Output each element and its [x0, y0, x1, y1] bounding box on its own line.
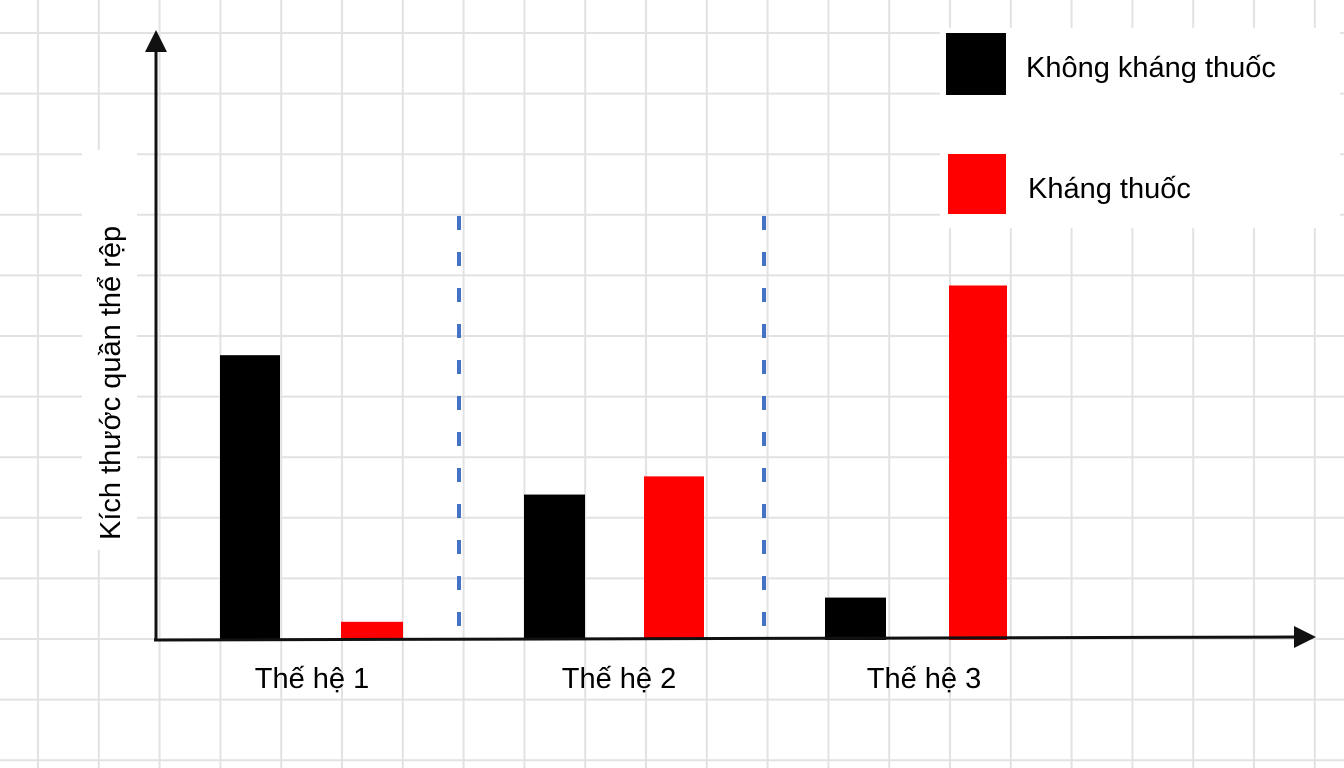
bars [220, 285, 1007, 640]
ylabel-background [82, 150, 137, 550]
axes [145, 30, 1316, 648]
bar-khong-khang-thuoc-2 [524, 494, 585, 640]
legend-label-khang-thuoc: Kháng thuốc [1028, 173, 1191, 205]
y-axis-arrow-icon [145, 30, 167, 52]
bar-khang-thuoc-2 [644, 476, 704, 640]
group-separators [457, 216, 766, 636]
legend: Không kháng thuốc Kháng thuốc [940, 28, 1340, 228]
bar-khong-khang-thuoc-3 [825, 597, 886, 640]
bar-khang-thuoc-1 [341, 621, 403, 640]
x-tick-labels: Thế hệ 1 Thế hệ 2 Thế hệ 3 [255, 663, 981, 695]
x-tick-label: Thế hệ 1 [255, 663, 369, 695]
x-tick-label: Thế hệ 2 [562, 663, 676, 695]
legend-background [940, 28, 1340, 228]
x-axis [153, 635, 1297, 642]
x-tick-label: Thế hệ 3 [867, 663, 981, 695]
y-axis-label: Kích thước quần thể rệp [95, 226, 127, 540]
bar-khong-khang-thuoc-1 [220, 355, 280, 640]
legend-label-khong-khang-thuoc: Không kháng thuốc [1026, 52, 1276, 84]
legend-swatch-khong-khang-thuoc [946, 33, 1006, 95]
legend-swatch-khang-thuoc [948, 154, 1006, 214]
bar-khang-thuoc-3 [949, 285, 1007, 640]
x-axis-arrow-icon [1294, 626, 1316, 648]
